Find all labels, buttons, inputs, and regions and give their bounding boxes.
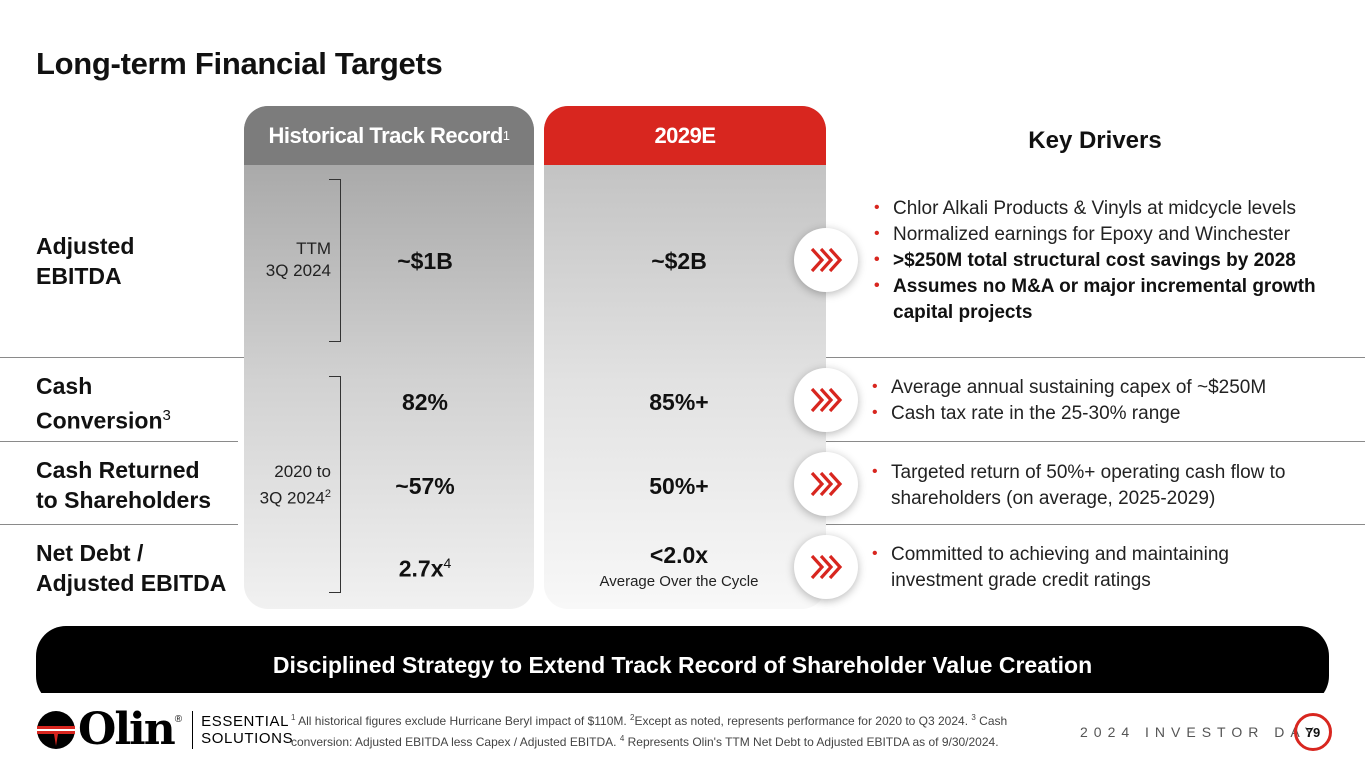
period-ttm: TTM 3Q 2024 <box>231 238 331 282</box>
row-label-footnote: 3 <box>162 407 171 424</box>
footnotes: 1 All historical figures exclude Hurrica… <box>291 709 1051 751</box>
logo-tagline: ESSENTIAL SOLUTIONS <box>201 713 293 747</box>
page-title: Long-term Financial Targets <box>36 46 443 81</box>
row-divider <box>0 441 238 442</box>
target-value-net-debt: <2.0x <box>649 542 709 568</box>
chevrons-icon <box>794 228 858 292</box>
logo-divider <box>192 711 194 749</box>
chevrons-icon <box>794 452 858 516</box>
row-label-line: Cash Returned <box>36 457 200 483</box>
period-bracket <box>329 179 341 342</box>
chevrons-icon <box>794 368 858 432</box>
row-divider <box>0 524 238 525</box>
target-column-header: 2029E <box>544 106 826 165</box>
period-footnote: 2 <box>324 488 331 500</box>
logo-wordmark: Olin <box>78 704 176 755</box>
chevrons-icon <box>794 535 858 599</box>
historical-value-footnote: 4 <box>443 555 452 571</box>
footnote-text: All historical figures exclude Hurricane… <box>295 714 631 728</box>
footnote-number: 2 <box>630 713 635 722</box>
row-label-cash-returned: Cash Returned to Shareholders <box>36 455 211 515</box>
footnote-number: 1 <box>291 713 296 722</box>
strategy-banner: Disciplined Strategy to Extend Track Rec… <box>36 626 1329 706</box>
period-range: 2020 to 3Q 20242 <box>231 461 331 510</box>
row-label-line: EBITDA <box>36 263 122 289</box>
row-divider <box>826 441 1365 442</box>
list-item: Cash tax rate in the 25-30% range <box>869 400 1339 427</box>
row-label-line: Adjusted <box>36 233 135 259</box>
historical-value-cash-conversion: 82% <box>401 389 449 415</box>
row-label-cash-conversion: Cash Conversion3 <box>36 371 171 436</box>
list-item: >$250M total structural cost savings by … <box>871 247 1341 274</box>
footnote-text: Represents Olin's TTM Net Debt to Adjust… <box>624 735 999 749</box>
historical-value-ebitda: ~$1B <box>397 248 453 274</box>
period-line: TTM <box>296 239 331 258</box>
row-label-adjusted-ebitda: Adjusted EBITDA <box>36 231 134 291</box>
target-value-cash-conversion: 85%+ <box>649 389 709 415</box>
logo-tagline-line: SOLUTIONS <box>201 730 294 747</box>
row-label-line: to Shareholders <box>36 487 212 513</box>
list-item: Assumes no M&A or major incremental grow… <box>871 273 1321 326</box>
period-line: 3Q 2024 <box>265 261 331 280</box>
row-divider <box>826 524 1365 525</box>
period-bracket <box>329 376 341 593</box>
historical-column-header: Historical Track Record 1 <box>244 106 534 165</box>
olin-logo: Olin ® ESSENTIAL SOLUTIONS <box>36 708 293 752</box>
drivers-list-ebitda: Chlor Alkali Products & Vinyls at midcyc… <box>871 195 1341 326</box>
row-label-line: Adjusted EBITDA <box>36 570 227 596</box>
list-item: Average annual sustaining capex of ~$250… <box>869 374 1339 401</box>
historical-header-label: Historical Track Record <box>268 122 503 148</box>
historical-value-net-debt: 2.7x4 <box>398 555 452 582</box>
footnote-text: Except as noted, represents performance … <box>634 714 972 728</box>
footnote-number: 4 <box>619 734 625 743</box>
target-value-net-debt-note: Average Over the Cycle <box>599 573 759 590</box>
row-label-line: Conversion3 <box>36 407 171 434</box>
period-line: 2020 to <box>274 462 331 481</box>
row-label-net-debt: Net Debt / Adjusted EBITDA <box>36 538 226 598</box>
drivers-list-net-debt: Committed to achieving and maintaining i… <box>869 541 1269 594</box>
historical-column: Historical Track Record 1 <box>244 106 534 609</box>
footnote-text: Cash conversion: Adjusted EBITDA less Ca… <box>291 714 1008 749</box>
logo-registered-mark: ® <box>174 714 183 725</box>
olin-logo-mark-icon <box>37 711 75 749</box>
list-item: Targeted return of 50%+ operating cash f… <box>869 459 1329 512</box>
historical-header-footnote: 1 <box>502 128 510 143</box>
footer-background <box>0 693 1365 768</box>
list-item: Normalized earnings for Epoxy and Winche… <box>871 221 1341 248</box>
target-column: 2029E <box>544 106 826 609</box>
target-header-label: 2029E <box>654 122 716 148</box>
drivers-list-cash-returned: Targeted return of 50%+ operating cash f… <box>869 459 1329 512</box>
historical-value-cash-returned: ~57% <box>395 473 455 499</box>
logo-tagline-line: ESSENTIAL <box>201 713 290 730</box>
page-number: 79 <box>1294 713 1332 751</box>
drivers-list-cash-conversion: Average annual sustaining capex of ~$250… <box>869 374 1339 427</box>
period-line: 3Q 20242 <box>259 488 331 508</box>
row-divider <box>826 357 1365 358</box>
key-drivers-header: Key Drivers <box>1028 127 1162 154</box>
target-value-ebitda: ~$2B <box>651 248 707 274</box>
row-label-line: Net Debt / <box>36 540 144 566</box>
target-value-cash-returned: 50%+ <box>649 473 709 499</box>
row-label-line: Cash <box>36 373 93 399</box>
list-item: Committed to achieving and maintaining i… <box>869 541 1269 594</box>
row-divider <box>0 357 244 358</box>
event-label: 2024 INVESTOR DAY <box>1080 724 1320 740</box>
list-item: Chlor Alkali Products & Vinyls at midcyc… <box>871 195 1341 222</box>
footnote-number: 3 <box>971 713 976 722</box>
